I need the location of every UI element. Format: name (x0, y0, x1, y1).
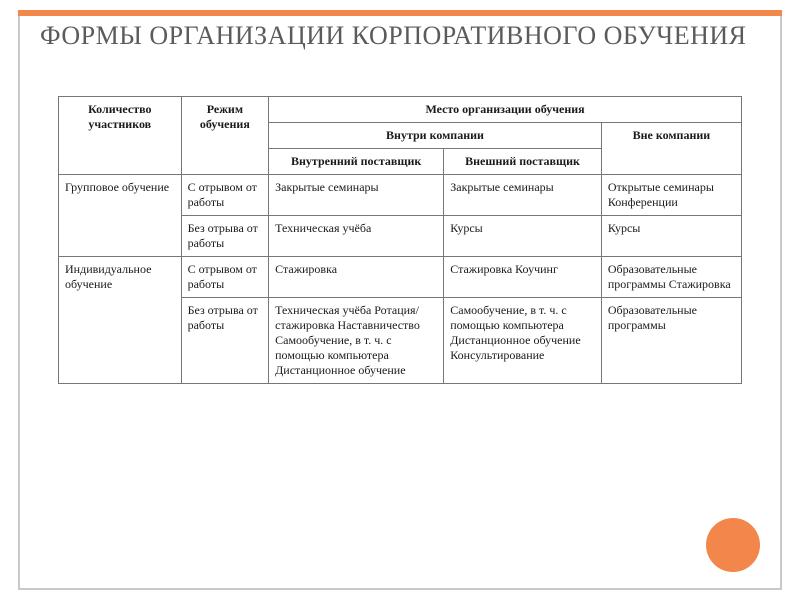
cell: Открытые семинары Конференции (601, 175, 741, 216)
cell: Курсы (444, 216, 602, 257)
cell: Закрытые семинары (269, 175, 444, 216)
th-participants: Количество участников (59, 97, 182, 175)
cell-participants-individual: Индивидуальное обучение (59, 257, 182, 384)
top-accent-bar (18, 10, 782, 16)
cell-mode: С отрывом от работы (181, 257, 269, 298)
th-mode: Режим обучения (181, 97, 269, 175)
page-title: ФОРМЫ ОРГАНИЗАЦИИ КОРПОРАТИВНОГО ОБУЧЕНИ… (40, 22, 760, 51)
th-location: Место организации обучения (269, 97, 742, 123)
th-inside-company: Внутри компании (269, 123, 602, 149)
th-outside-company: Вне компании (601, 123, 741, 175)
cell: Техническая учёба (269, 216, 444, 257)
cell: Стажировка (269, 257, 444, 298)
table-row: Индивидуальное обучение С отрывом от раб… (59, 257, 742, 298)
table: Количество участников Режим обучения Мес… (58, 96, 742, 384)
cell: Образовательные программы Стажировка (601, 257, 741, 298)
cell-mode: Без отрыва от работы (181, 298, 269, 384)
th-internal-provider: Внутренний поставщик (269, 149, 444, 175)
cell: Закрытые семинары (444, 175, 602, 216)
th-external-provider: Внешний поставщик (444, 149, 602, 175)
cell: Образовательные программы (601, 298, 741, 384)
cell: Стажировка Коучинг (444, 257, 602, 298)
cell: Самообучение, в т. ч. с помощью компьюте… (444, 298, 602, 384)
training-forms-table: Количество участников Режим обучения Мес… (58, 96, 742, 384)
cell-participants-group: Групповое обучение (59, 175, 182, 257)
decorative-circle-icon (706, 518, 760, 572)
table-header-row-1: Количество участников Режим обучения Мес… (59, 97, 742, 123)
table-row: Групповое обучение С отрывом от работы З… (59, 175, 742, 216)
cell-mode: С отрывом от работы (181, 175, 269, 216)
cell-mode: Без отрыва от работы (181, 216, 269, 257)
cell: Курсы (601, 216, 741, 257)
cell: Техническая учёба Ротация/стажировка Нас… (269, 298, 444, 384)
